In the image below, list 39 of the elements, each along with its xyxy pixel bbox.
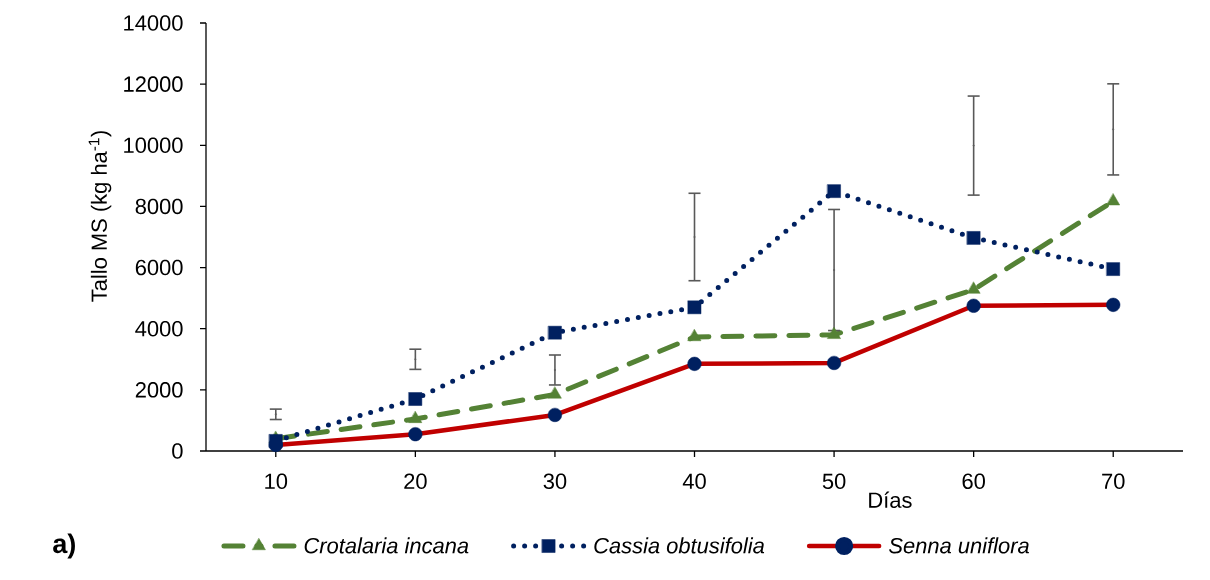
y-tick-label: 4000 [135,320,183,337]
point [547,407,562,422]
y-tick-label: 8000 [135,198,183,215]
x-tick-label: 50 [822,473,846,490]
y-tick-label: 6000 [135,259,183,276]
y-tick-label: 14000 [124,15,183,31]
point [1106,297,1121,312]
point [966,231,981,245]
point [408,411,423,423]
y-tick-label: 10000 [124,137,183,154]
point [408,392,423,406]
x-tick-label: 60 [962,473,985,490]
text: a) [53,533,75,559]
point [827,184,841,198]
x-tick-label: 30 [543,473,567,490]
x-tick-label: 20 [404,473,427,490]
point [966,281,981,294]
point [548,386,562,399]
point [1106,262,1120,276]
point [1106,193,1120,206]
y-tick-label: 0 [172,443,183,459]
point [408,427,423,442]
point [827,355,842,370]
legend-label: Senna uniflora [889,537,1029,554]
point [966,298,981,313]
point [687,300,702,315]
legend-label: Cassia obtusifolia [594,537,765,554]
point [687,356,702,371]
x-tick-label: 40 [682,473,706,490]
legend-label: Crotalaria incana [304,537,469,554]
x-tick-label: 70 [1102,473,1125,490]
x-axis-title: Días [869,491,912,508]
y-tick-label: 12000 [124,76,183,92]
y-axis-title: Tallo MS (kg ha$^{-1}$) [88,131,112,302]
point [827,327,841,339]
point [687,329,702,341]
y-tick-label: 2000 [135,382,183,398]
point [548,325,562,340]
x-tick-label: 10 [265,473,288,490]
